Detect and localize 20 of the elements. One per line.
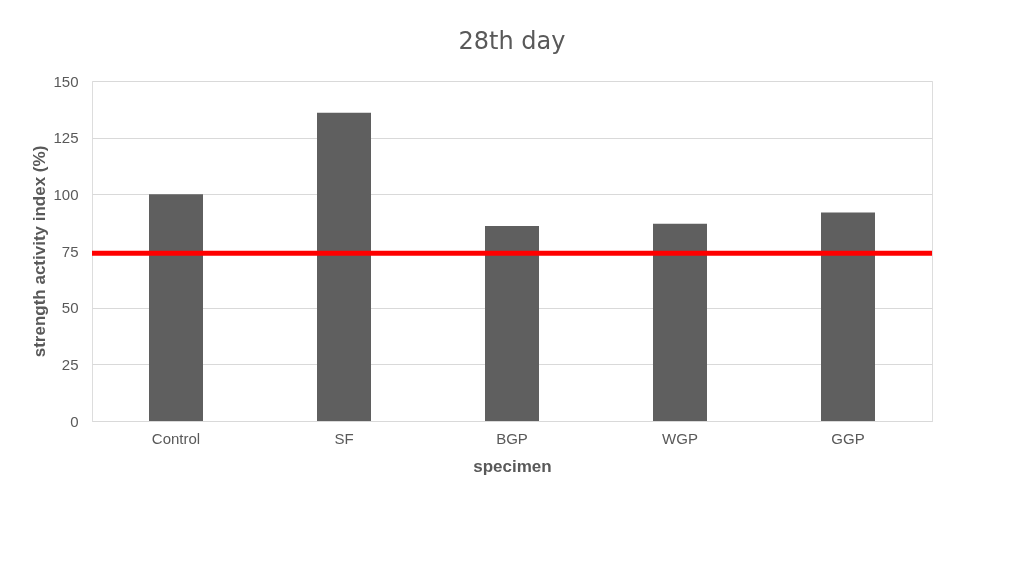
y-tick-label: 50 <box>61 299 79 317</box>
x-tick-label: BGP <box>496 429 528 447</box>
bar <box>149 194 203 421</box>
y-tick-label: 75 <box>61 242 79 260</box>
x-tick-label: WGP <box>662 429 698 447</box>
y-axis-title: strength activity index (%) <box>30 145 50 358</box>
x-tick-label: SF <box>334 429 354 447</box>
y-tick-label: 150 <box>53 72 79 90</box>
bar <box>821 212 875 421</box>
y-tick-label: 125 <box>53 129 79 147</box>
bar <box>317 112 371 421</box>
y-tick-label: 25 <box>61 355 79 373</box>
bar <box>653 223 707 421</box>
y-tick-label: 0 <box>70 412 79 430</box>
chart-title: 28th day <box>458 27 566 55</box>
x-axis-title: specimen <box>473 456 552 476</box>
x-tick-label: GGP <box>831 429 865 447</box>
y-tick-label: 100 <box>53 185 79 203</box>
bar <box>485 226 539 421</box>
x-tick-label: Control <box>151 429 201 447</box>
